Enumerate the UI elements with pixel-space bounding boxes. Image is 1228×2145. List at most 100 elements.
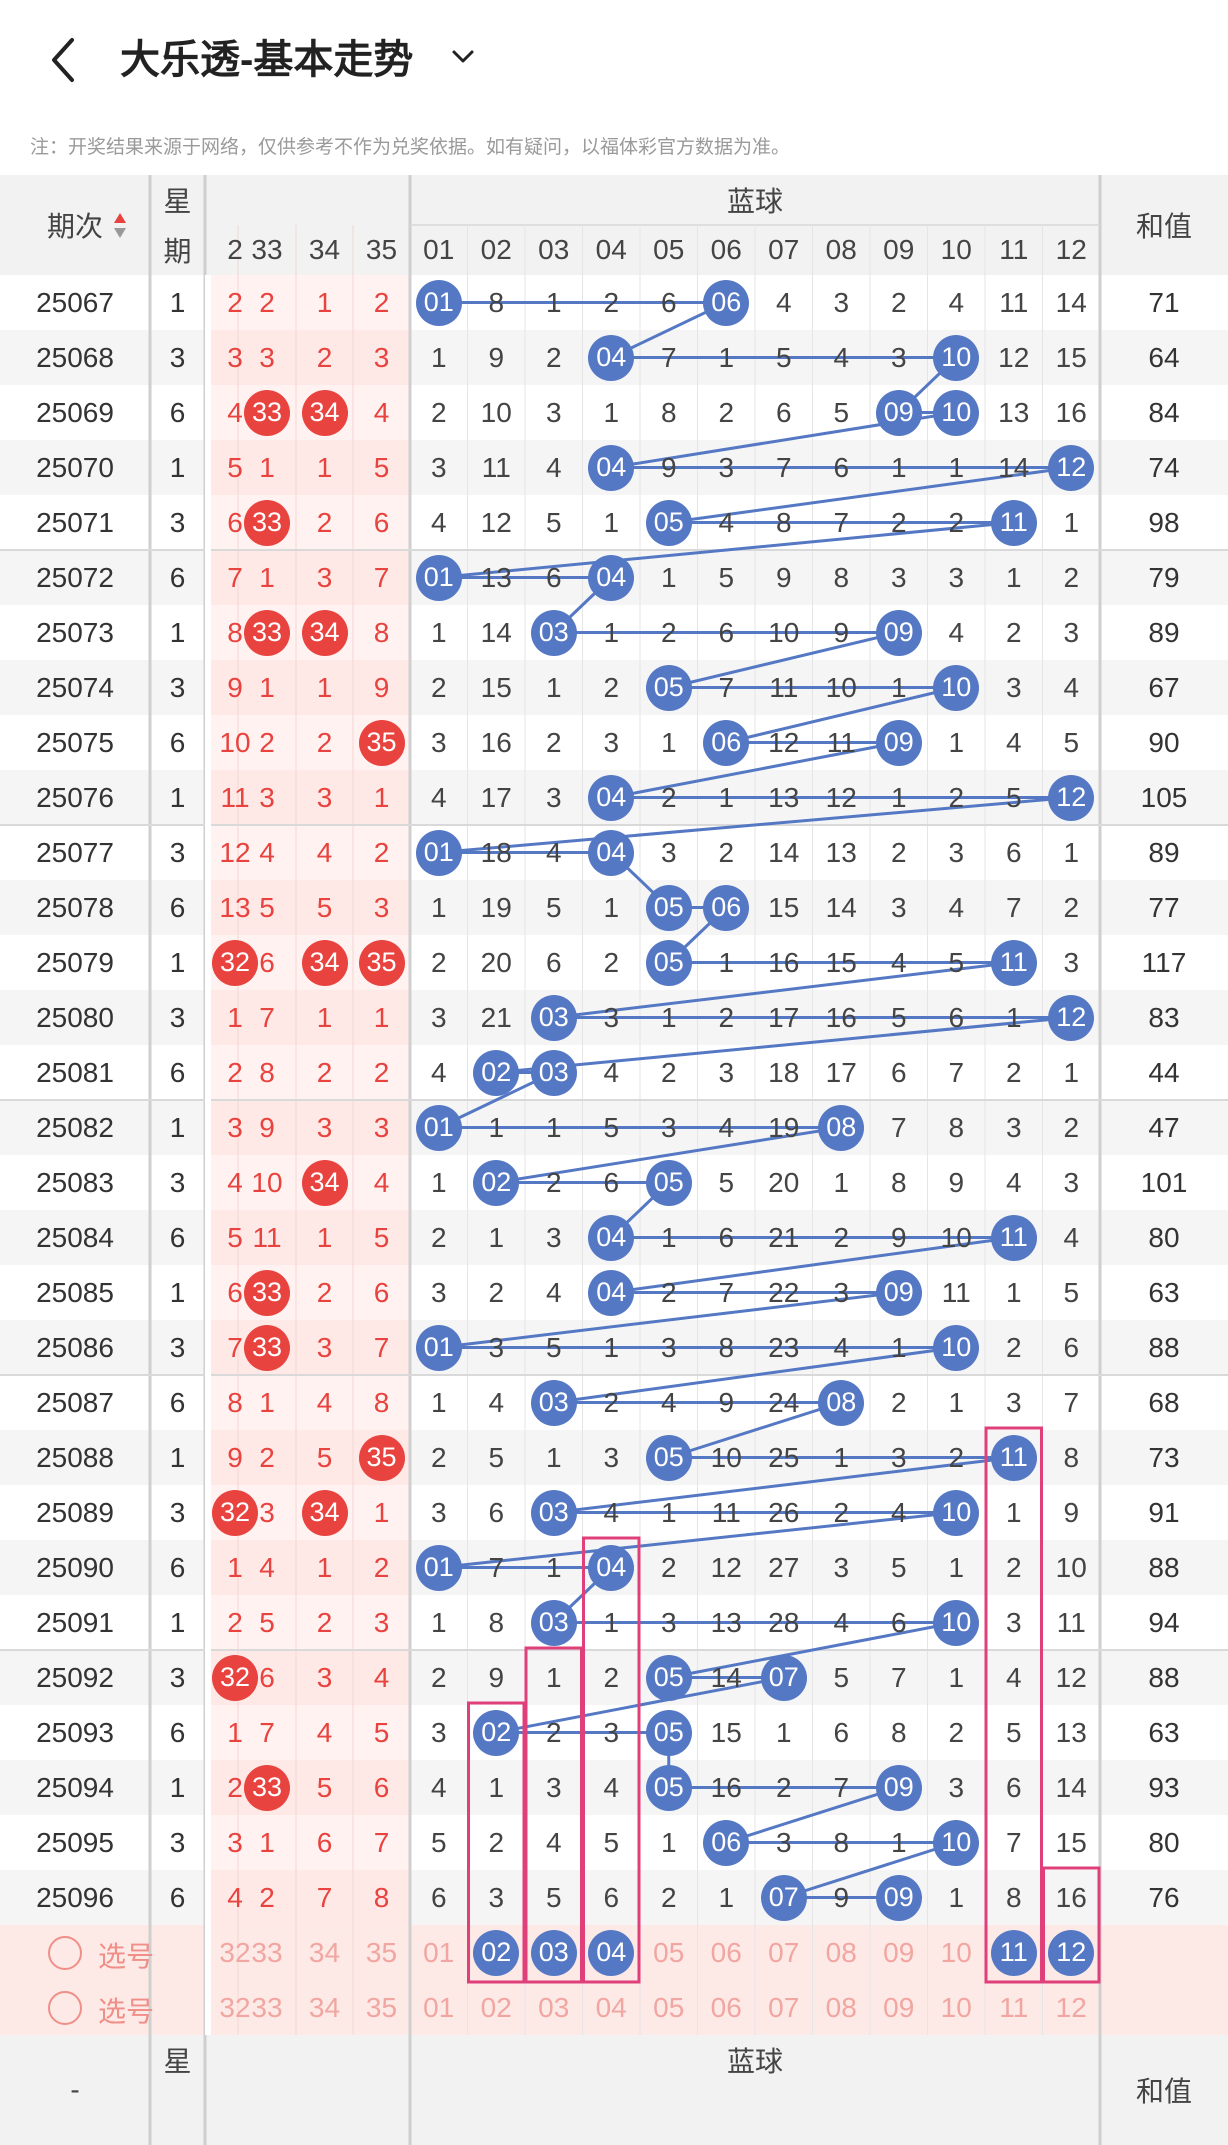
blue-column-header: 09 [883,234,915,265]
red-zone-stripe [205,440,410,495]
select-blue-number[interactable]: 09 [883,1991,915,2023]
select-blue-ball-selected[interactable]: 02 [473,1929,520,1976]
selection-frame [984,1426,1043,1984]
select-blue-number[interactable]: 05 [653,1991,685,2023]
select-blue-number[interactable]: 03 [538,1991,570,2023]
select-red-number[interactable]: 33 [251,1991,283,2023]
sort-icon[interactable] [112,211,128,241]
blue-miss-cell: 12 [480,506,512,538]
blue-miss-cell: 1 [545,286,562,318]
column-header-period[interactable]: 期次 [46,211,103,242]
red-zone-stripe [205,1870,410,1925]
blue-miss-cell: 11 [711,1496,741,1528]
red-ball: 34 [301,1159,348,1206]
blue-miss-cell: 6 [833,1716,850,1748]
column-header-weekday: 星 [163,186,192,217]
blue-miss-cell: 1 [603,891,620,923]
trend-line [725,686,957,744]
select-blue-number[interactable]: 08 [825,1991,857,2023]
select-blue-number[interactable]: 12 [1055,1991,1087,2023]
trend-table: 期次星期蓝球 和值 2 33 34 35 01 02 03 04 05 06 07 08 09 10 11 12 2… [0,175,1228,2145]
select-blue-number[interactable]: 01 [423,1936,455,1968]
select-blue-number[interactable]: 02 [480,1991,512,2023]
blue-miss-cell: 21 [768,1221,800,1253]
select-radio[interactable] [48,1936,82,1970]
blue-miss-cell: 6 [718,616,735,648]
weekday-cell: 3 [169,341,186,373]
chevron-down-icon[interactable] [448,42,478,72]
period-cell: 25088 [36,1441,114,1473]
select-blue-number[interactable]: 06 [710,1991,742,2023]
select-label[interactable]: 选号 [98,1941,155,1972]
red-ball: 33 [244,499,290,546]
blue-miss-cell: 14 [710,1661,742,1693]
red-miss-cell: 5 [373,1221,390,1253]
select-blue-ball-selected[interactable]: 04 [588,1929,635,1976]
select-blue-number[interactable]: 06 [710,1936,742,1968]
blue-miss-cell: 15 [825,946,857,978]
red-miss-cell: 3 [373,1606,390,1638]
select-red-number[interactable]: 32 [219,1936,251,1968]
select-radio[interactable] [48,1991,82,2025]
blue-miss-cell: 8 [660,396,677,428]
blue-miss-cell: 1 [488,1221,505,1253]
blue-ball: 09 [875,389,922,436]
select-label[interactable]: 选号 [98,1996,155,2027]
blue-miss-cell: 3 [948,836,965,868]
select-blue-number[interactable]: 09 [883,1936,915,1968]
blue-miss-cell: 14 [480,616,512,648]
select-blue-number[interactable]: 11 [999,1991,1029,2023]
red-zone-stripe [205,1705,410,1760]
blue-miss-cell: 11 [1056,1606,1086,1638]
red-miss-cell: 7 [259,1716,275,1748]
select-blue-ball-selected[interactable]: 11 [990,1929,1037,1976]
sum-cell: 89 [1148,616,1180,648]
blue-miss-cell: 3 [660,1111,677,1143]
red-ball: 33 [244,1269,290,1316]
period-cell: 25091 [36,1606,114,1638]
blue-miss-cell: 13 [825,836,857,868]
red-miss-cell: 3 [316,1111,333,1143]
select-red-number[interactable]: 34 [308,1936,341,1968]
blue-ball: 04 [588,774,635,821]
blue-miss-cell: 1 [890,451,907,483]
blue-ball: 09 [875,1874,922,1921]
weekday-cell: 3 [169,671,186,703]
blue-miss-cell: 14 [825,891,857,923]
blue-miss-cell: 2 [890,506,907,538]
blue-miss-cell: 5 [430,1826,447,1858]
select-blue-ball-selected[interactable]: 12 [1048,1929,1095,1976]
select-blue-number[interactable]: 07 [768,1991,800,2023]
blue-miss-cell: 1 [545,1111,562,1143]
sum-cell: 77 [1148,891,1180,923]
select-blue-number[interactable]: 08 [825,1936,857,1968]
select-blue-number[interactable]: 10 [940,1936,972,1968]
select-blue-number[interactable]: 10 [940,1991,972,2023]
select-blue-number[interactable]: 04 [595,1991,627,2023]
sum-cell: 105 [1140,781,1188,813]
blue-ball: 05 [645,1654,692,1701]
red-miss-cell: 4 [227,1881,243,1913]
blue-miss-cell: 2 [660,1551,677,1583]
select-blue-number[interactable]: 05 [653,1936,685,1968]
sum-cell: 91 [1148,1496,1180,1528]
blue-miss-cell: 4 [718,1111,735,1143]
blue-ball: 08 [818,1104,865,1151]
select-red-number[interactable]: 35 [365,1991,398,2023]
select-red-number[interactable]: 34 [308,1991,341,2023]
blue-miss-cell: 3 [1005,671,1022,703]
select-red-number[interactable]: 35 [365,1936,398,1968]
select-blue-number[interactable]: 01 [423,1991,455,2023]
blue-miss-cell: 9 [488,341,505,373]
blue-miss-cell: 1 [603,506,620,538]
period-cell: 25072 [36,561,114,593]
select-red-number[interactable]: 33 [251,1936,283,1968]
back-arrow-icon[interactable] [40,30,88,90]
trend-line [496,1126,842,1184]
blue-ball: 05 [645,664,692,711]
select-blue-ball-selected[interactable]: 03 [530,1929,577,1976]
blue-miss-cell: 7 [948,1056,965,1088]
select-red-number[interactable]: 32 [219,1991,251,2023]
select-blue-number[interactable]: 07 [768,1936,800,1968]
sum-cell: 71 [1148,286,1180,318]
